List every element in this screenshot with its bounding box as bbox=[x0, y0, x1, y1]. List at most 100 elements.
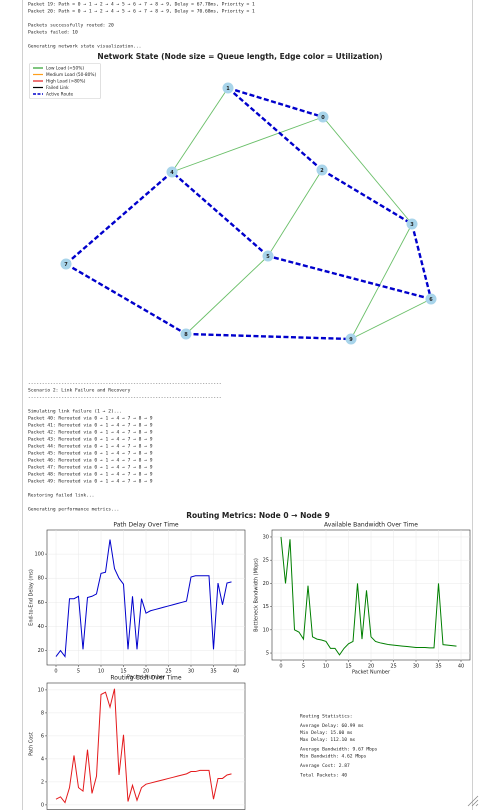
legend-box bbox=[29, 63, 101, 99]
node-label: 8 bbox=[184, 332, 188, 338]
y-tick-label: 15 bbox=[263, 604, 269, 610]
log-line: Packet 40: Rerouted via 0 → 1 → 4 → 7 → … bbox=[28, 416, 153, 422]
chart: Routing Cost Over Time 0 2 4 6 8 10 Path Cost bbox=[29, 675, 246, 810]
y-tick-label: 100 bbox=[34, 552, 44, 558]
y-tick-label: 80 bbox=[38, 576, 44, 582]
x-tick-label: 0 bbox=[279, 664, 282, 670]
x-tick-label: 20 bbox=[368, 664, 374, 670]
legend-label: Medium Load (50-80%) bbox=[46, 72, 96, 78]
node-label: 9 bbox=[349, 337, 353, 343]
log-line: Packets successfully routed: 20 bbox=[28, 23, 114, 29]
y-tick-label: 25 bbox=[263, 558, 269, 564]
node-label: 1 bbox=[226, 86, 230, 92]
y-tick-label: 10 bbox=[38, 687, 44, 693]
node bbox=[222, 82, 234, 94]
log-line: Packet 43: Rerouted via 0 → 1 → 4 → 7 → … bbox=[28, 437, 153, 443]
stats-line: Average Bandwidth: 9.67 Mbps bbox=[300, 747, 378, 753]
route-edge bbox=[410, 223, 433, 300]
node-label: 4 bbox=[170, 170, 174, 176]
link-edge bbox=[350, 298, 432, 340]
route-edge bbox=[227, 87, 323, 171]
log-line: Packet 46: Rerouted via 0 → 1 → 4 → 7 → … bbox=[28, 458, 153, 464]
stats-line: Min Bandwidth: 4.62 Mbps bbox=[300, 754, 367, 760]
y-tick-label: 40 bbox=[38, 624, 44, 630]
x-tick-label: 0 bbox=[54, 669, 57, 675]
route-edge bbox=[267, 254, 432, 301]
log-line: Packet 19: Path = 0 → 1 → 2 → 4 → 5 → 6 … bbox=[28, 2, 255, 8]
route-edge bbox=[65, 171, 173, 265]
log-line: Packet 45: Rerouted via 0 → 1 → 4 → 7 → … bbox=[28, 451, 153, 457]
x-tick-label: 25 bbox=[390, 664, 396, 670]
log-line: Packets failed: 10 bbox=[28, 30, 78, 36]
y-tick-label: 0 bbox=[41, 802, 44, 808]
log-line: Packet 47: Rerouted via 0 → 1 → 4 → 7 → … bbox=[28, 465, 153, 471]
link-edge bbox=[171, 116, 324, 173]
legend-label: Failed Link bbox=[46, 85, 69, 91]
stats-line: Max Delay: 112.10 ms bbox=[300, 737, 356, 743]
node bbox=[60, 258, 72, 270]
log-line: ----------------------------------------… bbox=[28, 382, 222, 387]
node bbox=[262, 250, 274, 262]
x-tick-label: 5 bbox=[302, 664, 305, 670]
resize-grip bbox=[467, 795, 479, 807]
x-tick-label: 25 bbox=[165, 669, 171, 675]
node bbox=[317, 111, 329, 123]
x-tick-label: 40 bbox=[458, 664, 464, 670]
log-line: Packet 42: Rerouted via 0 → 1 → 4 → 7 → … bbox=[28, 430, 153, 436]
stats-line: Average Delay: 60.99 ms bbox=[300, 723, 364, 729]
y-tick-label: 20 bbox=[263, 581, 269, 587]
stats-line: Routing Statistics: bbox=[300, 714, 353, 720]
stats-line: Total Packets: 40 bbox=[300, 773, 347, 779]
node-label: 6 bbox=[429, 297, 433, 303]
node-label: 5 bbox=[266, 254, 270, 260]
link-edge bbox=[350, 223, 413, 340]
x-tick-label: 5 bbox=[77, 669, 80, 675]
route-edge bbox=[185, 332, 352, 341]
route-edge bbox=[65, 262, 187, 336]
legend-label: Low Load (<50%) bbox=[46, 66, 84, 72]
x-tick-label: 20 bbox=[143, 669, 149, 675]
log-line: Packet 48: Rerouted via 0 → 1 → 4 → 7 → … bbox=[28, 472, 153, 478]
figure-title: Routing Metrics: Node 0 → Node 9 bbox=[186, 511, 330, 520]
x-tick-label: 40 bbox=[233, 669, 239, 675]
stats-line: Min Delay: 15.00 ms bbox=[300, 730, 353, 736]
log-line: Simulating link failure (1 → 2)... bbox=[28, 409, 122, 415]
link-edge bbox=[322, 116, 413, 225]
link-edge bbox=[171, 87, 229, 173]
chart: Path Delay Over Time 20 40 60 80 100 0 5 10 15 20 2… bbox=[29, 522, 246, 681]
node bbox=[345, 333, 357, 345]
x-tick-label: 35 bbox=[210, 669, 216, 675]
y-axis-label: Bottleneck Bandwidth (Mbps) bbox=[254, 558, 260, 632]
log-line: Packet 41: Rerouted via 0 → 1 → 4 → 7 → … bbox=[28, 423, 153, 429]
x-tick-label: 30 bbox=[413, 664, 419, 670]
node bbox=[166, 166, 178, 178]
log-line: Generating performance metrics... bbox=[28, 507, 119, 513]
y-tick-label: 6 bbox=[41, 733, 44, 739]
x-tick-label: 30 bbox=[188, 669, 194, 675]
node bbox=[180, 328, 192, 340]
link-edge bbox=[267, 169, 323, 257]
network-title: Network State (Node size = Queue length,… bbox=[97, 52, 382, 61]
log-line: Packet 49: Rerouted via 0 → 1 → 4 → 7 → … bbox=[28, 479, 153, 485]
log-line: Scenario 2: Link Failure and Recovery bbox=[28, 388, 131, 394]
x-tick-label: 15 bbox=[345, 664, 351, 670]
chart-title: Available Bandwidth Over Time bbox=[324, 522, 418, 529]
y-tick-label: 20 bbox=[38, 648, 44, 654]
chart-title: Routing Cost Over Time bbox=[110, 675, 181, 682]
x-axis-label: Packet Number bbox=[127, 675, 166, 681]
y-tick-label: 5 bbox=[266, 651, 269, 657]
x-tick-label: 35 bbox=[435, 664, 441, 670]
node bbox=[406, 218, 418, 230]
y-tick-label: 8 bbox=[41, 710, 44, 716]
route-edge bbox=[227, 86, 324, 119]
data-line bbox=[280, 536, 457, 656]
data-line bbox=[55, 539, 232, 658]
y-tick-label: 60 bbox=[38, 600, 44, 606]
chart-title: Path Delay Over Time bbox=[113, 522, 179, 529]
y-axis-label: End-to-End Delay (ms) bbox=[29, 569, 35, 626]
log-line: Generating network state visualization..… bbox=[28, 44, 141, 50]
x-tick-label: 10 bbox=[323, 664, 329, 670]
log-line: ----------------------------------------… bbox=[28, 396, 222, 401]
node-label: 2 bbox=[320, 168, 324, 174]
